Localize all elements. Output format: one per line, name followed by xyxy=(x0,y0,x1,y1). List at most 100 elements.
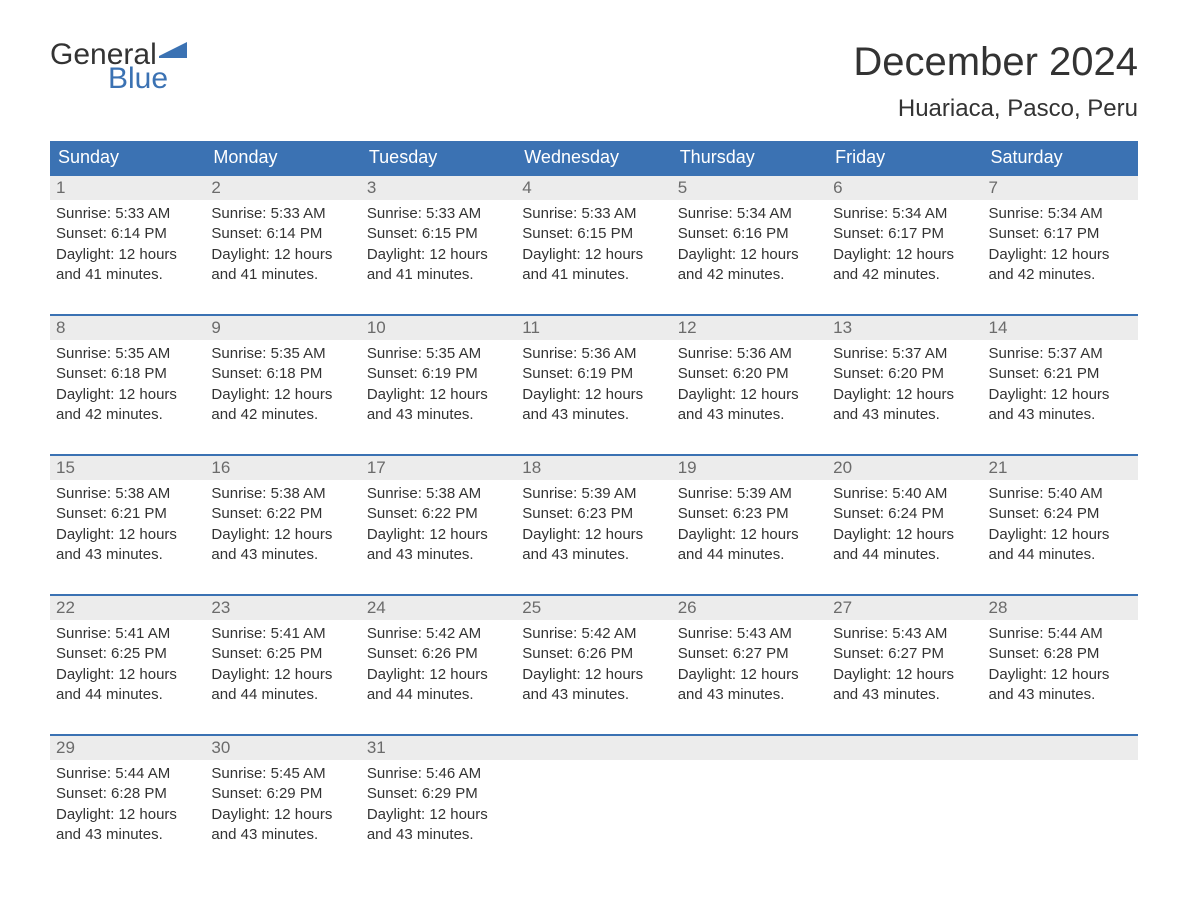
sunrise-text: Sunrise: 5:36 AM xyxy=(678,344,821,364)
sunset-text: Sunset: 6:22 PM xyxy=(367,504,510,524)
weekday-header: Wednesday xyxy=(516,141,671,174)
calendar-day: 30Sunrise: 5:45 AMSunset: 6:29 PMDayligh… xyxy=(205,736,360,856)
day-details: Sunrise: 5:33 AMSunset: 6:15 PMDaylight:… xyxy=(361,200,516,291)
sunrise-text: Sunrise: 5:42 AM xyxy=(522,624,665,644)
day-number: 10 xyxy=(361,316,516,340)
day-details: Sunrise: 5:36 AMSunset: 6:20 PMDaylight:… xyxy=(672,340,827,431)
calendar-day: 4Sunrise: 5:33 AMSunset: 6:15 PMDaylight… xyxy=(516,176,671,296)
day-number: 1 xyxy=(50,176,205,200)
sunset-text: Sunset: 6:28 PM xyxy=(989,644,1132,664)
daylight-text-2: and 43 minutes. xyxy=(678,685,821,705)
day-details: Sunrise: 5:35 AMSunset: 6:18 PMDaylight:… xyxy=(205,340,360,431)
calendar-day: 27Sunrise: 5:43 AMSunset: 6:27 PMDayligh… xyxy=(827,596,982,716)
calendar-day: 3Sunrise: 5:33 AMSunset: 6:15 PMDaylight… xyxy=(361,176,516,296)
day-details: Sunrise: 5:46 AMSunset: 6:29 PMDaylight:… xyxy=(361,760,516,851)
day-number: 28 xyxy=(983,596,1138,620)
weekday-header: Saturday xyxy=(983,141,1138,174)
calendar-day: 21Sunrise: 5:40 AMSunset: 6:24 PMDayligh… xyxy=(983,456,1138,576)
daylight-text-2: and 44 minutes. xyxy=(367,685,510,705)
daylight-text-2: and 44 minutes. xyxy=(678,545,821,565)
calendar-day: 17Sunrise: 5:38 AMSunset: 6:22 PMDayligh… xyxy=(361,456,516,576)
sunrise-text: Sunrise: 5:38 AM xyxy=(56,484,199,504)
daylight-text-1: Daylight: 12 hours xyxy=(367,245,510,265)
day-details: Sunrise: 5:39 AMSunset: 6:23 PMDaylight:… xyxy=(672,480,827,571)
sunrise-text: Sunrise: 5:38 AM xyxy=(211,484,354,504)
sunset-text: Sunset: 6:15 PM xyxy=(522,224,665,244)
sunset-text: Sunset: 6:26 PM xyxy=(522,644,665,664)
sunrise-text: Sunrise: 5:43 AM xyxy=(678,624,821,644)
calendar-week: 15Sunrise: 5:38 AMSunset: 6:21 PMDayligh… xyxy=(50,454,1138,576)
day-number: 23 xyxy=(205,596,360,620)
calendar-week: 8Sunrise: 5:35 AMSunset: 6:18 PMDaylight… xyxy=(50,314,1138,436)
day-details: Sunrise: 5:44 AMSunset: 6:28 PMDaylight:… xyxy=(50,760,205,851)
day-number xyxy=(672,736,827,760)
sunrise-text: Sunrise: 5:43 AM xyxy=(833,624,976,644)
sunset-text: Sunset: 6:14 PM xyxy=(56,224,199,244)
weeks-container: 1Sunrise: 5:33 AMSunset: 6:14 PMDaylight… xyxy=(50,174,1138,856)
calendar-day: 7Sunrise: 5:34 AMSunset: 6:17 PMDaylight… xyxy=(983,176,1138,296)
calendar-day: 26Sunrise: 5:43 AMSunset: 6:27 PMDayligh… xyxy=(672,596,827,716)
sunrise-text: Sunrise: 5:44 AM xyxy=(989,624,1132,644)
day-details: Sunrise: 5:43 AMSunset: 6:27 PMDaylight:… xyxy=(672,620,827,711)
sunset-text: Sunset: 6:22 PM xyxy=(211,504,354,524)
daylight-text-1: Daylight: 12 hours xyxy=(211,805,354,825)
page-title: December 2024 xyxy=(853,40,1138,85)
daylight-text-2: and 43 minutes. xyxy=(56,825,199,845)
daylight-text-2: and 43 minutes. xyxy=(522,545,665,565)
day-number: 15 xyxy=(50,456,205,480)
day-number: 16 xyxy=(205,456,360,480)
daylight-text-2: and 43 minutes. xyxy=(367,825,510,845)
calendar-day: 6Sunrise: 5:34 AMSunset: 6:17 PMDaylight… xyxy=(827,176,982,296)
daylight-text-1: Daylight: 12 hours xyxy=(367,805,510,825)
day-details: Sunrise: 5:45 AMSunset: 6:29 PMDaylight:… xyxy=(205,760,360,851)
daylight-text-1: Daylight: 12 hours xyxy=(678,385,821,405)
sunrise-text: Sunrise: 5:38 AM xyxy=(367,484,510,504)
daylight-text-1: Daylight: 12 hours xyxy=(211,525,354,545)
day-details xyxy=(672,760,827,770)
calendar-day xyxy=(827,736,982,856)
daylight-text-2: and 43 minutes. xyxy=(522,685,665,705)
day-number: 19 xyxy=(672,456,827,480)
title-block: December 2024 Huariaca, Pasco, Peru xyxy=(853,40,1138,123)
daylight-text-2: and 43 minutes. xyxy=(367,405,510,425)
sunset-text: Sunset: 6:24 PM xyxy=(989,504,1132,524)
day-details: Sunrise: 5:37 AMSunset: 6:20 PMDaylight:… xyxy=(827,340,982,431)
sunset-text: Sunset: 6:28 PM xyxy=(56,784,199,804)
day-details xyxy=(516,760,671,770)
daylight-text-1: Daylight: 12 hours xyxy=(367,665,510,685)
day-number: 25 xyxy=(516,596,671,620)
day-details: Sunrise: 5:37 AMSunset: 6:21 PMDaylight:… xyxy=(983,340,1138,431)
daylight-text-2: and 41 minutes. xyxy=(522,265,665,285)
calendar-day: 12Sunrise: 5:36 AMSunset: 6:20 PMDayligh… xyxy=(672,316,827,436)
daylight-text-1: Daylight: 12 hours xyxy=(833,245,976,265)
day-details: Sunrise: 5:40 AMSunset: 6:24 PMDaylight:… xyxy=(983,480,1138,571)
calendar-day xyxy=(983,736,1138,856)
day-details: Sunrise: 5:34 AMSunset: 6:17 PMDaylight:… xyxy=(983,200,1138,291)
day-details: Sunrise: 5:39 AMSunset: 6:23 PMDaylight:… xyxy=(516,480,671,571)
day-details: Sunrise: 5:43 AMSunset: 6:27 PMDaylight:… xyxy=(827,620,982,711)
weekday-header: Friday xyxy=(827,141,982,174)
day-number: 8 xyxy=(50,316,205,340)
daylight-text-2: and 44 minutes. xyxy=(833,545,976,565)
sunset-text: Sunset: 6:25 PM xyxy=(211,644,354,664)
calendar-day: 19Sunrise: 5:39 AMSunset: 6:23 PMDayligh… xyxy=(672,456,827,576)
daylight-text-2: and 43 minutes. xyxy=(211,825,354,845)
calendar-week: 22Sunrise: 5:41 AMSunset: 6:25 PMDayligh… xyxy=(50,594,1138,716)
sunrise-text: Sunrise: 5:35 AM xyxy=(211,344,354,364)
daylight-text-1: Daylight: 12 hours xyxy=(56,245,199,265)
day-number: 14 xyxy=(983,316,1138,340)
day-number xyxy=(983,736,1138,760)
sunrise-text: Sunrise: 5:45 AM xyxy=(211,764,354,784)
daylight-text-2: and 43 minutes. xyxy=(211,545,354,565)
daylight-text-1: Daylight: 12 hours xyxy=(678,245,821,265)
daylight-text-1: Daylight: 12 hours xyxy=(211,245,354,265)
calendar-day: 13Sunrise: 5:37 AMSunset: 6:20 PMDayligh… xyxy=(827,316,982,436)
day-details: Sunrise: 5:41 AMSunset: 6:25 PMDaylight:… xyxy=(205,620,360,711)
sunset-text: Sunset: 6:21 PM xyxy=(56,504,199,524)
day-details: Sunrise: 5:42 AMSunset: 6:26 PMDaylight:… xyxy=(516,620,671,711)
calendar-day: 25Sunrise: 5:42 AMSunset: 6:26 PMDayligh… xyxy=(516,596,671,716)
daylight-text-1: Daylight: 12 hours xyxy=(56,525,199,545)
calendar-day: 15 Sunrise: 5:38 AMSunset: 6:21 PMDayligh… xyxy=(50,456,205,576)
calendar-day: 20Sunrise: 5:40 AMSunset: 6:24 PMDayligh… xyxy=(827,456,982,576)
daylight-text-2: and 43 minutes. xyxy=(56,545,199,565)
